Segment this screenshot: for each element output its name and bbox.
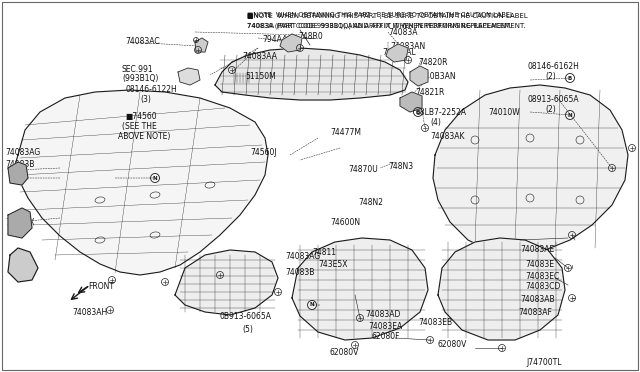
Polygon shape	[175, 250, 278, 315]
Text: 74083AA: 74083AA	[242, 52, 277, 61]
Text: N: N	[310, 302, 314, 308]
Text: 74560J: 74560J	[250, 148, 276, 157]
Text: (2): (2)	[545, 105, 556, 114]
Polygon shape	[410, 66, 428, 86]
Polygon shape	[15, 90, 268, 275]
Text: 08146-6122H: 08146-6122H	[125, 85, 177, 94]
Text: 743E5X: 743E5X	[318, 260, 348, 269]
Text: 74083EA: 74083EA	[368, 322, 403, 331]
Text: 740B3AN: 740B3AN	[420, 72, 456, 81]
Polygon shape	[386, 44, 408, 62]
Polygon shape	[433, 85, 628, 255]
Text: 794A4: 794A4	[262, 35, 287, 44]
Polygon shape	[8, 162, 28, 185]
Text: 74010W: 74010W	[488, 108, 520, 117]
Text: 74083AN: 74083AN	[390, 42, 425, 51]
Text: 748N2: 748N2	[358, 198, 383, 207]
Text: 74083B: 74083B	[285, 268, 314, 277]
Text: N: N	[153, 176, 157, 180]
Text: 74083E: 74083E	[525, 260, 554, 269]
Text: 74870U: 74870U	[348, 165, 378, 174]
Text: B: B	[568, 76, 572, 80]
Text: 51150M: 51150M	[245, 72, 276, 81]
Text: J74700TL: J74700TL	[527, 358, 562, 367]
Text: 74821R: 74821R	[415, 88, 444, 97]
Polygon shape	[8, 208, 32, 238]
Text: 74083AG: 74083AG	[285, 252, 320, 261]
Text: 74083AK: 74083AK	[430, 132, 465, 141]
Text: 748N3: 748N3	[388, 162, 413, 171]
Text: 743E4X: 743E4X	[5, 218, 35, 227]
Text: SEC.991: SEC.991	[122, 65, 154, 74]
Text: (2): (2)	[545, 72, 556, 81]
Polygon shape	[400, 92, 422, 112]
Text: ■NOTE  WHEN OBTAINING THIS PART , BE SURE TO OBTAIN THE CAUTION LABEL: ■NOTE WHEN OBTAINING THIS PART , BE SURE…	[247, 12, 514, 18]
Text: 74083B: 74083B	[5, 160, 35, 169]
Text: 0B913-6065A: 0B913-6065A	[220, 312, 272, 321]
Text: 74083AG: 74083AG	[5, 148, 40, 157]
Text: 08146-6162H: 08146-6162H	[528, 62, 580, 71]
Text: 74083AL: 74083AL	[382, 48, 416, 57]
Text: FRONT: FRONT	[88, 282, 114, 291]
Text: 74083AB: 74083AB	[520, 295, 555, 304]
Text: 74811: 74811	[312, 248, 336, 257]
Polygon shape	[292, 238, 428, 340]
Text: 62080F: 62080F	[372, 332, 401, 341]
Bar	[232, 70, 251, 84]
Text: 74083A (PART CODE 993B1Q) AND AFFIX IT WHEN PERFORMING REPLACEMENT.: 74083A (PART CODE 993B1Q) AND AFFIX IT W…	[247, 22, 511, 29]
Text: 74083AE: 74083AE	[520, 245, 554, 254]
Polygon shape	[438, 238, 565, 340]
Text: 74477M: 74477M	[330, 128, 361, 137]
Text: 74083EC: 74083EC	[525, 272, 559, 281]
Text: 74083AF: 74083AF	[518, 308, 552, 317]
Text: 74083A: 74083A	[388, 28, 417, 37]
Text: 74083A (PART CODE 993B1Q) AND AFFIX IT WHEN PERFORMING REPLACEMENT.: 74083A (PART CODE 993B1Q) AND AFFIX IT W…	[247, 22, 525, 29]
Text: B: B	[416, 109, 420, 115]
Text: ABOVE NOTE): ABOVE NOTE)	[118, 132, 170, 141]
Text: (5): (5)	[242, 325, 253, 334]
Text: 74083AD: 74083AD	[365, 310, 401, 319]
Polygon shape	[280, 34, 302, 52]
Text: 62080V: 62080V	[438, 340, 467, 349]
Text: (3): (3)	[140, 95, 151, 104]
Text: 748R0: 748R0	[298, 32, 323, 41]
Polygon shape	[178, 68, 200, 85]
Polygon shape	[215, 48, 408, 100]
Text: 62080V: 62080V	[330, 348, 360, 357]
Text: ■NOTE  WHEN OBTAINING THIS PART , BE SURE TO OBTAIN THE CAUTION LABEL: ■NOTE WHEN OBTAINING THIS PART , BE SURE…	[247, 13, 528, 19]
Text: (993B1Q): (993B1Q)	[122, 74, 158, 83]
Text: 08913-6065A: 08913-6065A	[528, 95, 580, 104]
Text: 74083AH: 74083AH	[72, 308, 108, 317]
Text: (4): (4)	[430, 118, 441, 127]
Text: N: N	[568, 112, 572, 118]
Text: 08LB7-2252A: 08LB7-2252A	[415, 108, 466, 117]
Text: ■74560: ■74560	[125, 112, 157, 121]
Text: 74083CD: 74083CD	[525, 282, 561, 291]
Text: 74083EB: 74083EB	[418, 318, 452, 327]
Text: 74820R: 74820R	[418, 58, 447, 67]
Text: 74083AC: 74083AC	[125, 37, 159, 46]
Text: 74600N: 74600N	[330, 218, 360, 227]
Polygon shape	[8, 248, 38, 282]
Text: (SEE THE: (SEE THE	[122, 122, 157, 131]
Polygon shape	[195, 38, 208, 52]
